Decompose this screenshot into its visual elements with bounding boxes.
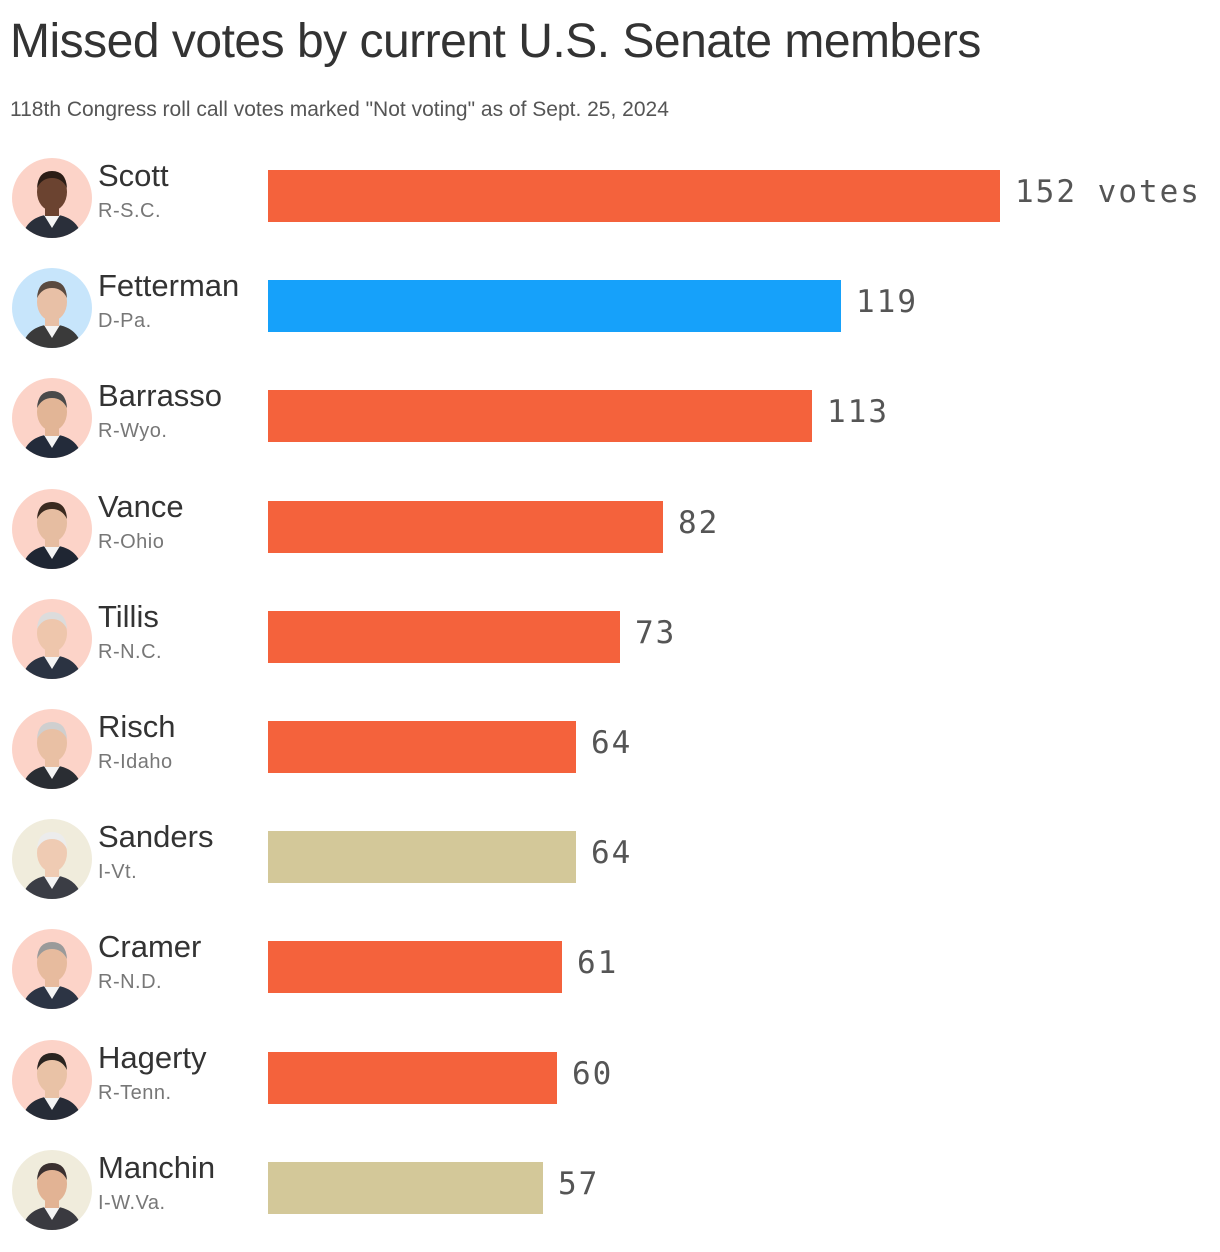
senator-name: Hagerty [98,1039,207,1075]
senator-name: Cramer [98,929,202,965]
senator-party-state: R-N.D. [98,971,163,994]
chart-subtitle: 118th Congress roll call votes marked "N… [10,98,669,121]
senator-avatar [12,598,92,679]
bar-value-label: 64 [591,725,633,761]
senator-name: Vance [98,488,184,524]
bar [268,1161,543,1214]
bar-value-label: 152 votes [1015,174,1201,210]
senator-party-state: R-Ohio [98,530,165,553]
senator-row: Risch R-Idaho 64 [0,701,1220,811]
senator-row: Scott R-S.C. 152 votes [0,150,1220,260]
senator-avatar [12,1149,92,1230]
senator-party-state: R-S.C. [98,200,161,222]
senator-party-state: R-Tenn. [98,1081,172,1104]
bar-value-label: 57 [558,1165,600,1202]
bar [268,1051,557,1104]
senator-avatar [12,929,92,1010]
senator-party-state: D-Pa. [98,310,152,333]
senator-row: Hagerty R-Tenn. 60 [0,1032,1220,1142]
senator-name: Fetterman [98,268,240,304]
senator-row: Vance R-Ohio 82 [0,481,1220,591]
senator-row: Fetterman D-Pa. 119 [0,260,1220,370]
senator-row: Cramer R-N.D. 61 [0,921,1220,1031]
bar-value-label: 82 [678,504,720,541]
senator-party-state: R-Wyo. [98,420,168,443]
senator-row: Tillis R-N.C. 73 [0,591,1220,701]
bar [268,390,812,443]
chart-title: Missed votes by current U.S. Senate memb… [10,15,981,68]
senator-name: Sanders [98,819,214,855]
senator-name: Tillis [98,598,159,634]
senator-party-state: I-W.Va. [98,1191,166,1214]
senator-name: Barrasso [98,378,223,414]
senator-avatar [12,158,92,238]
senator-party-state: R-N.C. [98,640,163,663]
bar [268,831,576,884]
bar-value-label: 113 [827,394,889,431]
bar-value-label: 119 [856,284,918,321]
bar [268,500,663,553]
senator-avatar [12,819,92,900]
senator-row: Sanders I-Vt. 64 [0,811,1220,921]
senator-avatar [12,488,92,569]
senator-name: Manchin [98,1149,216,1185]
bar-value-label: 64 [591,835,633,872]
senator-row: Barrasso R-Wyo. 113 [0,370,1220,480]
senator-party-state: I-Vt. [98,861,138,884]
senator-row: Manchin I-W.Va. 57 [0,1142,1220,1252]
senator-name: Risch [98,709,176,744]
bar-value-label: 73 [635,614,677,651]
bar [268,280,841,333]
bar [268,721,576,773]
senator-avatar [12,268,92,349]
bar [268,610,620,663]
bar [268,170,1000,222]
bar-value-label: 61 [577,945,619,982]
bar-value-label: 60 [572,1055,614,1092]
senator-avatar [12,709,92,789]
bar [268,941,562,994]
senator-party-state: R-Idaho [98,751,173,773]
senator-avatar [12,1039,92,1120]
senator-avatar [12,378,92,459]
senator-name: Scott [98,158,169,193]
